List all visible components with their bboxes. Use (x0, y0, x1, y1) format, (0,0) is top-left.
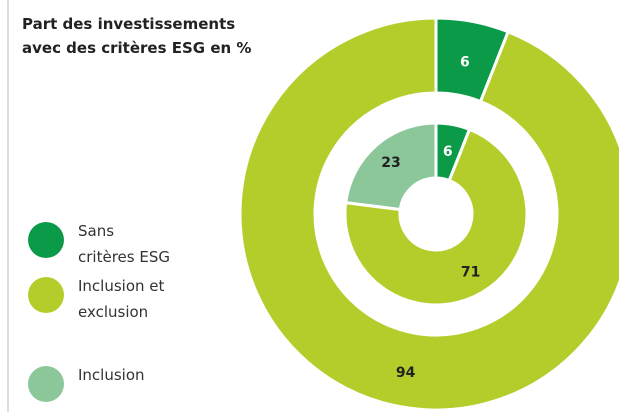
legend-item: Inclusion et exclusion (28, 277, 173, 325)
legend-label: Inclusion et exclusion (78, 277, 165, 321)
slice-label: 94 (396, 365, 416, 381)
legend-label: Inclusion (78, 366, 145, 384)
slice-label: 71 (461, 265, 480, 281)
legend-label: Sans critères ESG (78, 222, 170, 266)
slice-label: 6 (460, 55, 470, 71)
donut-slice (343, 127, 529, 307)
slice-label: 6 (443, 144, 453, 160)
legend-swatch (28, 222, 64, 258)
donut-slice (238, 16, 619, 412)
legend-swatch (28, 366, 64, 402)
legend-item: Sans critères ESG (28, 222, 173, 270)
legend-swatch (28, 277, 64, 313)
slice-label: 23 (381, 155, 400, 171)
donut-slice (344, 121, 438, 212)
chart-title: Part des investissements avec des critèr… (22, 15, 252, 57)
legend-item: Inclusion (28, 366, 173, 402)
